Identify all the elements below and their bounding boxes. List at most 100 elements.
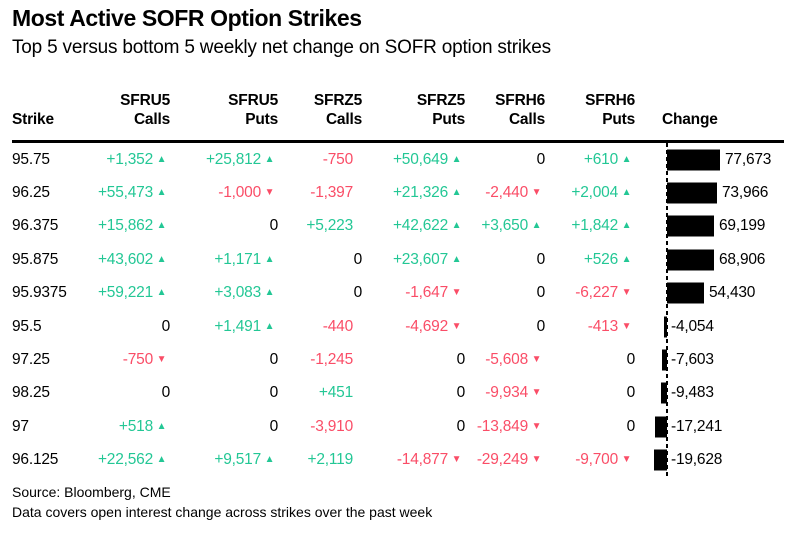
strike-cell: 97.25: [12, 351, 50, 369]
up-arrow-icon: ▲: [264, 153, 275, 165]
value-text: +2,119: [307, 451, 354, 469]
strike-row: 95.5 0 +1,491 ▲ -440 -4,692 ▼ 0 -413 ▼ -4,054: [12, 310, 784, 343]
strike-cell: 96.375: [12, 217, 59, 235]
change-bar: [662, 349, 667, 371]
strike-row: 95.75 +1,352 ▲ +25,812 ▲ -750 +50,649 ▲ 0 +610 ▲ 77…: [12, 143, 784, 176]
column-header-label: Change: [662, 111, 718, 128]
value-text: +42,622: [392, 217, 448, 235]
value-cell: -1,397: [278, 176, 362, 209]
value-text: -1,647: [405, 284, 448, 302]
value-text: +2,004: [571, 184, 618, 202]
up-arrow-icon: ▲: [156, 220, 167, 232]
value-cell: +2,004 ▲: [545, 176, 635, 209]
up-arrow-icon: ▲: [264, 320, 275, 332]
value-text: -1,000: [218, 184, 261, 202]
value-cell: 0: [362, 410, 466, 443]
value-cell: 0: [545, 343, 636, 376]
down-arrow-icon: ▼: [621, 320, 632, 332]
change-value: 69,199: [719, 217, 766, 235]
value-cell: 0: [465, 310, 546, 343]
up-arrow-icon: ▲: [451, 153, 462, 165]
change-value: -7,603: [671, 351, 714, 369]
up-arrow-icon: ▲: [264, 454, 275, 466]
contract-label: SFRZ5: [313, 92, 362, 109]
value-text: -413: [587, 317, 618, 335]
change-bar: [664, 316, 667, 338]
change-value: 77,673: [725, 150, 772, 168]
strike-row: 97 +518 ▲ 0 -3,910 0 -13,849 ▼ 0 -17,241: [12, 410, 784, 443]
value-text: 0: [456, 384, 466, 402]
column-header-sfru5-puts: SFRU5 Puts: [170, 84, 278, 140]
value-cell: 0: [170, 210, 279, 243]
side-label: Calls: [508, 111, 545, 128]
change-bar: [667, 182, 717, 204]
value-cell: -3,910: [278, 410, 362, 443]
value-cell: +59,221 ▲: [76, 277, 170, 310]
value-text: 0: [269, 351, 279, 369]
column-header-label: Strike: [12, 111, 54, 128]
value-text: 0: [353, 284, 363, 302]
page-subtitle: Top 5 versus bottom 5 weekly net change …: [12, 37, 551, 58]
value-cell: 0: [170, 410, 279, 443]
value-text: -1,245: [310, 351, 353, 369]
down-arrow-icon: ▼: [451, 454, 462, 466]
up-arrow-icon: ▲: [156, 420, 167, 432]
value-cell: -14,877 ▼: [362, 444, 465, 477]
value-text: 0: [536, 250, 546, 268]
down-arrow-icon: ▼: [531, 387, 542, 399]
value-text: -4,692: [405, 317, 448, 335]
change-value: -4,054: [671, 317, 714, 335]
value-cell: -29,249 ▼: [465, 444, 545, 477]
strike-cell: 95.5: [12, 317, 42, 335]
value-text: +55,473: [97, 184, 153, 202]
value-cell: 0: [465, 277, 546, 310]
down-arrow-icon: ▼: [531, 420, 542, 432]
value-cell: -413 ▼: [545, 310, 635, 343]
column-header-change: Change: [635, 84, 784, 140]
value-cell: 0: [278, 243, 363, 276]
value-text: -3,910: [310, 417, 353, 435]
page-title: Most Active SOFR Option Strikes: [12, 5, 362, 31]
value-text: +526: [583, 250, 618, 268]
value-text: 0: [269, 384, 279, 402]
strike-cell: 95.9375: [12, 284, 67, 302]
value-cell: -9,934 ▼: [465, 377, 545, 410]
up-arrow-icon: ▲: [156, 153, 167, 165]
value-cell: 0: [465, 143, 546, 176]
change-value: -19,628: [671, 451, 723, 469]
change-value: 68,906: [719, 250, 766, 268]
strike-row: 96.125 +22,562 ▲ +9,517 ▲ +2,119 -14,877 ▼ -29,2…: [12, 444, 784, 477]
value-cell: +15,862 ▲: [76, 210, 170, 243]
source-line: Source: Bloomberg, CME: [12, 484, 171, 500]
value-text: +1,171: [214, 250, 261, 268]
value-cell: +3,083 ▲: [170, 277, 278, 310]
strike-row: 98.25 0 0 +451 0 -9,934 ▼ 0 -9,483: [12, 377, 784, 410]
down-arrow-icon: ▼: [531, 454, 542, 466]
value-cell: 0: [76, 310, 171, 343]
value-text: +23,607: [392, 250, 448, 268]
change-cell: -4,054: [635, 310, 784, 343]
value-text: -9,934: [485, 384, 528, 402]
value-cell: +1,171 ▲: [170, 243, 278, 276]
value-text: +5,223: [306, 217, 353, 235]
value-cell: +22,562 ▲: [76, 444, 170, 477]
down-arrow-icon: ▼: [531, 354, 542, 366]
value-cell: +42,622 ▲: [362, 210, 465, 243]
value-text: 0: [161, 384, 171, 402]
strike-row: 95.875 +43,602 ▲ +1,171 ▲ 0 +23,607 ▲ 0 +526 ▲ 68,9…: [12, 243, 784, 276]
value-text: +610: [583, 150, 618, 168]
strike-row: 96.375 +15,862 ▲ 0 +5,223 +42,622 ▲ +3,650 ▲ +1,8…: [12, 210, 784, 243]
up-arrow-icon: ▲: [451, 187, 462, 199]
change-value: -9,483: [671, 384, 714, 402]
up-arrow-icon: ▲: [621, 187, 632, 199]
change-bar: [667, 249, 714, 271]
contract-label: SFRU5: [228, 92, 278, 109]
value-text: +50,649: [392, 150, 448, 168]
value-cell: +25,812 ▲: [170, 143, 278, 176]
up-arrow-icon: ▲: [531, 220, 542, 232]
column-header-sfru5-calls: SFRU5 Calls: [76, 84, 170, 140]
change-cell: 68,906: [635, 243, 784, 276]
strike-row: 95.9375 +59,221 ▲ +3,083 ▲ 0 -1,647 ▼ 0 -6,227 ▼ 54…: [12, 277, 784, 310]
value-text: -1,397: [310, 184, 353, 202]
change-value: 54,430: [709, 284, 756, 302]
